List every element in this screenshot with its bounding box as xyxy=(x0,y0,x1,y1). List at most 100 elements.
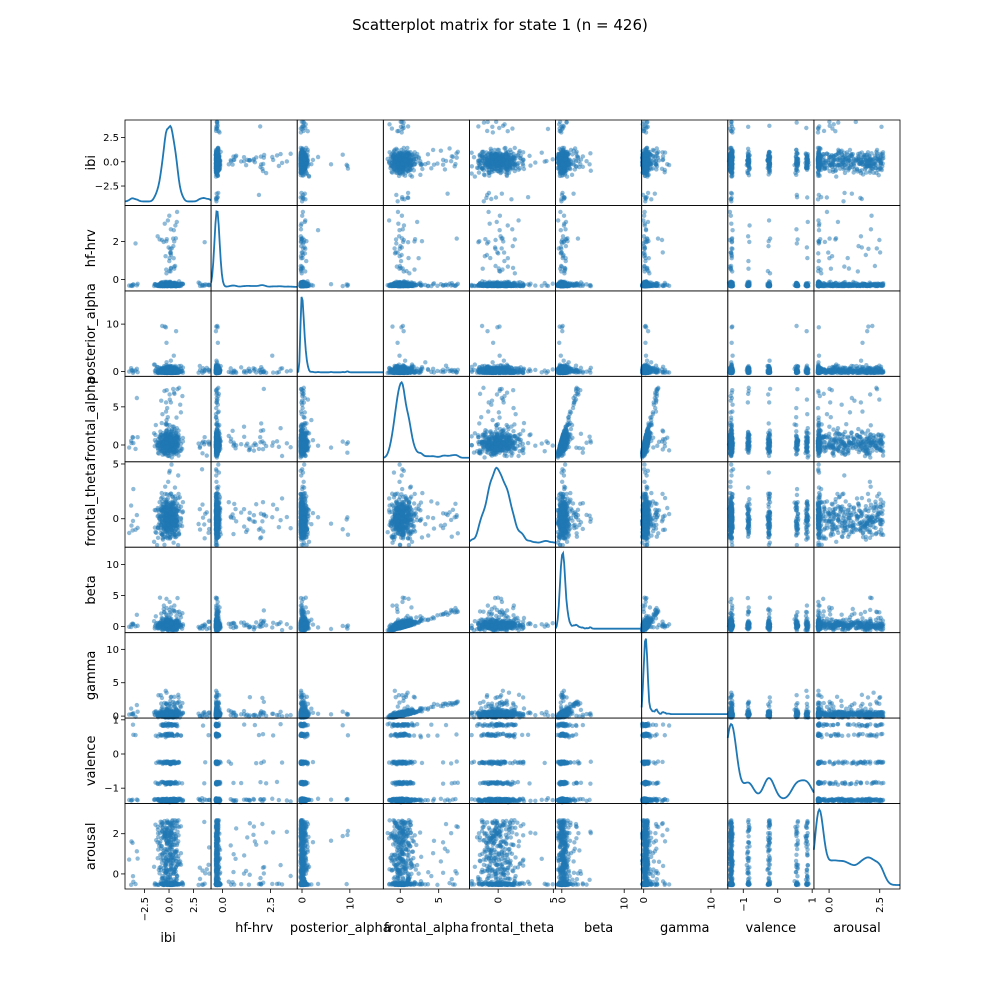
scatter-point xyxy=(300,213,305,218)
scatter-point xyxy=(454,155,459,160)
scatter-point xyxy=(501,157,507,163)
scatter-point xyxy=(816,173,821,179)
scatter-point xyxy=(485,119,490,125)
scatter-point xyxy=(165,218,171,223)
scatter-point xyxy=(418,172,423,178)
scatter-point xyxy=(203,282,208,287)
scatter-point xyxy=(258,164,263,170)
scatter-point xyxy=(849,191,855,196)
scatter-point xyxy=(303,246,308,252)
scatter-point xyxy=(399,213,405,218)
scatter-point xyxy=(654,164,660,169)
scatter-point xyxy=(878,160,884,166)
scatter-point xyxy=(745,170,751,176)
scatter-point xyxy=(418,162,424,167)
scatter-point xyxy=(876,172,881,178)
scatter-point xyxy=(643,195,648,201)
scatter-point xyxy=(450,282,456,288)
scatter-point xyxy=(408,150,413,155)
scatter-point xyxy=(539,283,544,288)
scatter-point xyxy=(727,167,733,173)
scatter-point xyxy=(215,173,221,179)
scatter-point xyxy=(835,151,841,157)
scatter-point xyxy=(469,150,474,155)
scatter-point xyxy=(729,129,734,134)
scatter-point xyxy=(874,149,879,154)
scatter-point xyxy=(875,157,880,162)
scatter-point xyxy=(306,173,312,179)
scatter-point xyxy=(133,241,138,246)
scatter-point xyxy=(767,164,773,169)
scatter-point xyxy=(868,164,873,169)
scatter-point xyxy=(455,149,461,154)
scatter-point xyxy=(509,197,514,202)
scatter-point xyxy=(729,161,734,166)
scatter-point xyxy=(794,120,799,125)
scatter-point xyxy=(216,157,221,162)
scatter-point xyxy=(298,150,304,155)
scatter-point xyxy=(391,150,396,155)
scatter-point xyxy=(501,250,507,255)
cell-ibi-vs-ibi xyxy=(124,119,212,206)
scatter-point xyxy=(533,160,538,165)
scatter-point xyxy=(652,191,658,196)
scatter-point xyxy=(430,147,436,153)
scatter-point xyxy=(564,150,569,155)
scatter-point xyxy=(833,129,838,134)
scatter-point xyxy=(399,236,405,241)
scatter-point xyxy=(394,264,400,269)
scatter-point xyxy=(214,150,220,155)
scatter-point xyxy=(480,156,486,161)
scatter-point xyxy=(486,190,492,196)
scatter-point xyxy=(238,159,244,164)
scatter-point xyxy=(174,209,180,215)
scatter-point xyxy=(651,157,656,163)
scatter-point xyxy=(767,150,772,155)
scatter-point xyxy=(274,153,280,158)
scatter-point xyxy=(455,281,461,286)
scatter-point xyxy=(557,159,562,164)
scatter-point xyxy=(481,167,486,173)
scatter-point xyxy=(394,146,399,151)
scatter-point xyxy=(830,161,835,166)
scatter-point xyxy=(394,241,399,246)
scatter-point xyxy=(425,152,431,157)
scatter-point xyxy=(666,162,672,168)
scatter-point xyxy=(660,157,666,162)
scatter-point xyxy=(276,163,282,169)
scatter-point xyxy=(298,130,304,135)
scatter-point xyxy=(507,161,513,167)
scatter-point xyxy=(560,161,566,167)
scatter-point xyxy=(815,125,821,131)
scatter-point xyxy=(391,165,397,170)
scatter-point xyxy=(767,123,772,129)
scatter-point xyxy=(412,236,418,242)
scatter-point xyxy=(397,281,402,286)
scatter-point xyxy=(588,168,594,173)
scatter-point xyxy=(729,157,734,162)
scatter-point xyxy=(485,152,490,157)
scatter-point xyxy=(544,158,549,164)
scatter-point xyxy=(745,124,751,129)
scatter-point xyxy=(745,161,750,167)
scatter-point xyxy=(216,190,221,196)
scatter-point xyxy=(401,223,407,228)
cell-frame xyxy=(296,205,384,292)
cell-ibi-vs-arousal xyxy=(813,119,901,206)
scatter-point xyxy=(557,146,562,151)
scatter-point xyxy=(344,162,349,168)
scatter-point xyxy=(412,282,417,288)
scatter-point xyxy=(493,237,498,243)
scatter-point xyxy=(299,119,305,125)
scatter-point xyxy=(310,283,316,288)
scatter-point xyxy=(573,164,579,169)
scatter-point xyxy=(261,161,266,167)
scatter-point xyxy=(649,197,654,202)
scatter-point xyxy=(155,234,160,239)
scatter-point xyxy=(397,253,402,259)
scatter-point xyxy=(642,157,647,162)
scatter-point xyxy=(135,281,140,287)
scatter-point xyxy=(454,236,459,241)
scatter-point xyxy=(213,195,219,201)
scatter-point xyxy=(288,151,293,156)
